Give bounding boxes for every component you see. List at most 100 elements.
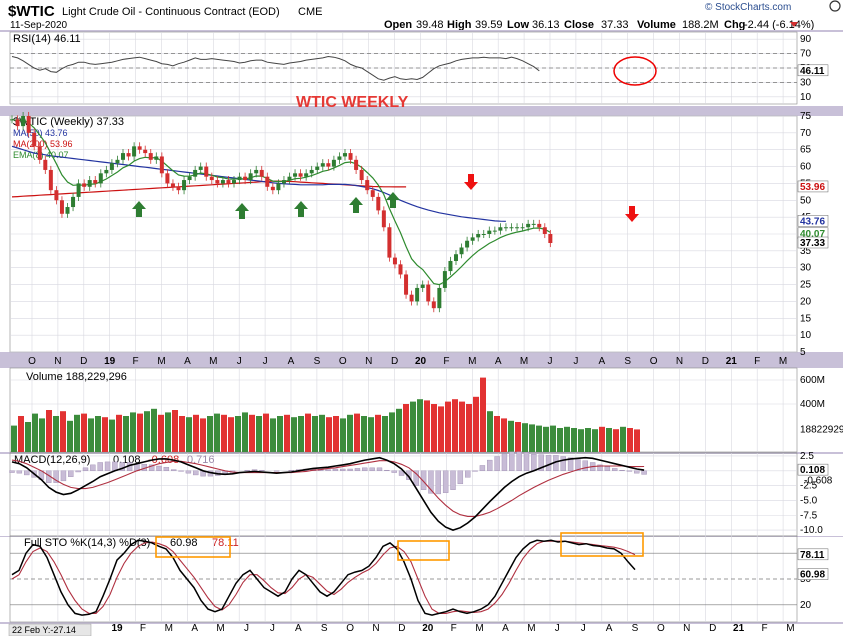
price-candle [359,169,364,181]
price-candle [354,159,359,170]
open-value: 39.48 [416,19,444,31]
price-candle [420,284,425,288]
sto-d-last-label: 78.11 [800,550,825,561]
sto-legend-d: 78.11 [212,537,239,549]
price-y-tick-label: 5 [800,347,806,358]
price-candle [26,116,31,133]
sto-x-tick-label: N [683,623,690,634]
price-candle [515,227,520,229]
price-candle [270,186,275,191]
macd-histogram-bar [90,464,96,471]
price-candle [154,156,159,160]
macd-panel: MACD(12,26,9) 0.108 -0.608 0.716 2.50.0-… [9,451,833,536]
price-candle [309,169,314,174]
price-candle [98,173,103,184]
price-candle [326,163,331,167]
sto-x-tick-label: M [527,623,535,634]
ma200-last-label: 53.96 [800,182,825,193]
sto-x-tick-label: O [346,623,354,634]
macd-histogram-bar [148,464,155,471]
macd-histogram-bar [560,456,566,471]
price-x-tick-label: D [391,356,398,367]
macd-histogram-bar [523,452,530,471]
volume-bar [333,416,339,452]
macd-histogram-bar [619,469,625,471]
volume-bar [284,414,290,452]
volume-bar [606,428,612,452]
volume-bar [11,425,17,452]
macd-signal-line [11,459,645,517]
price-candle [404,274,409,295]
volume-bar [326,417,332,452]
chg-label: Chg [724,19,745,31]
rsi-last-label-box [797,64,829,77]
price-x-tick-label: D [80,356,87,367]
macd-histogram-bar [582,460,588,471]
macd-histogram-bar [156,465,162,471]
volume-bar [74,414,80,452]
macd-histogram-bar [597,464,603,471]
search-icon[interactable] [829,0,841,12]
price-x-tick-label: A [184,356,191,367]
volume-bar [200,418,206,452]
macd-histogram-bar [494,456,500,471]
volume-bar [571,428,577,452]
macd-histogram-bar [465,470,471,478]
price-y-tick-label: 30 [800,263,812,274]
price-candle [148,153,153,160]
price-candle [43,159,48,170]
price-candle [259,169,264,177]
price-x-tick-label: O [339,356,347,367]
macd-signal-last-label: -0.608 [804,475,833,486]
rsi-y-tick-label: 70 [800,49,812,60]
rsi-y-tick-label: 90 [800,34,812,45]
price-candle [392,257,397,265]
price-candle [21,116,26,127]
sto-x-tick-label: J [270,623,275,634]
volume-bar [46,410,52,452]
price-candle [37,146,42,160]
volume-bar [256,416,262,452]
price-candle [481,234,486,235]
rsi-last-label: 46.11 [800,66,825,77]
volume-bar [585,428,591,452]
price-legend-ma200: MA(200) 53.96 [13,139,73,149]
price-x-tick-label: S [624,356,631,367]
macd-histogram-bar [325,469,331,471]
volume-bar [39,418,45,452]
macd-y-tick-label: 2.5 [800,451,814,462]
volume-legend: Volume 188,229,296 [26,371,127,383]
volume-bar [158,414,164,452]
volume-bar [396,408,402,452]
volume-bar [564,426,570,452]
volume-bar [207,416,213,452]
macd-histogram-bar [340,468,346,471]
macd-histogram-bar [509,451,515,471]
macd-histogram-bar [193,470,199,476]
macd-histogram-bar [9,470,15,473]
price-x-tick-label: J [573,356,578,367]
price-x-tick-label: O [28,356,36,367]
price-x-tick-label: 20 [415,356,427,367]
volume-bar [109,419,115,452]
volume-bar [137,413,143,452]
volume-bar [550,425,556,452]
macd-histogram-bar [97,462,103,471]
price-y-tick-label: 10 [800,330,812,341]
price-candle [426,284,431,302]
price-candle [132,146,137,157]
volume-bar [487,411,493,452]
price-candle [370,190,375,197]
volume-bar [529,424,535,452]
price-y-tick-label: 70 [800,128,812,139]
macd-y-tick-label: -7.5 [800,510,818,521]
price-candle [121,153,125,160]
volume-bar [291,417,297,452]
price-y-tick-label: 75 [800,111,812,122]
macd-last-label: 0.108 [800,465,825,476]
volume-bar [179,416,185,452]
price-candle [431,301,436,309]
sto-x-tick-label: J [244,623,249,634]
price-candle [281,180,286,184]
volume-bar [445,401,451,452]
